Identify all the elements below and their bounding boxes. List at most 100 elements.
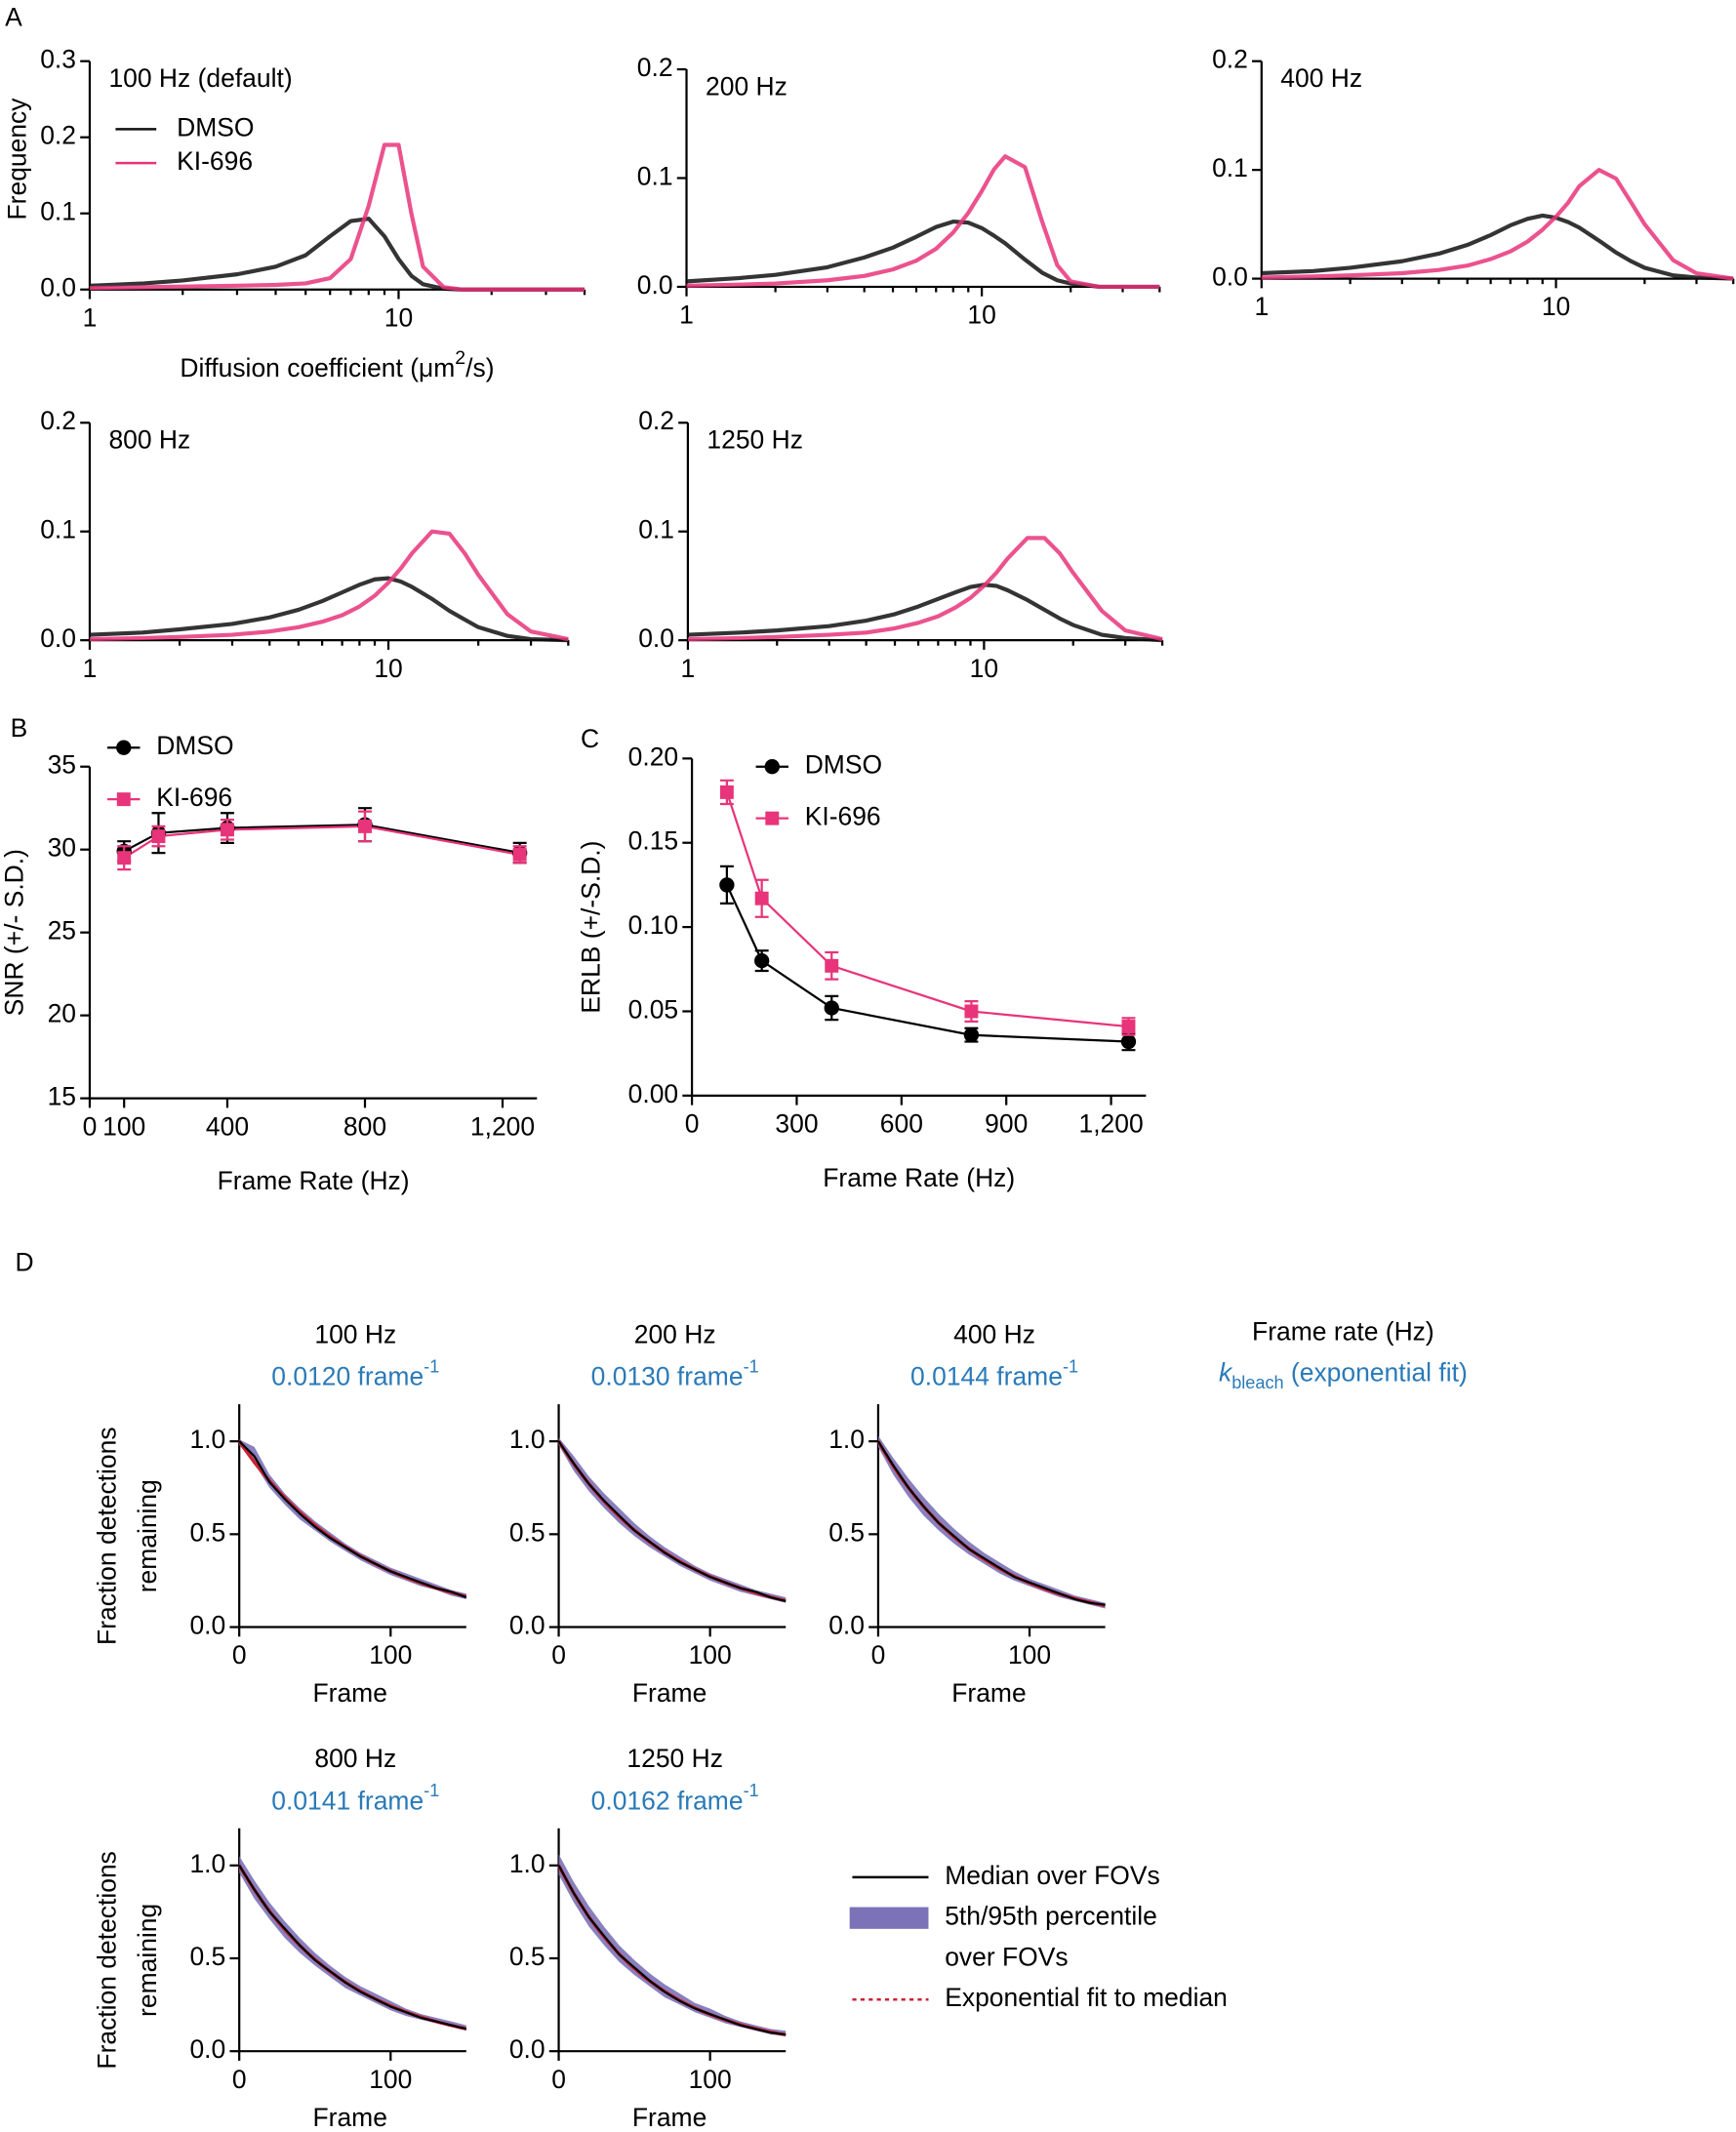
y-tick-label: 0.2 xyxy=(40,406,76,435)
x-tick-label: 10 xyxy=(967,301,995,330)
exponential-fit xyxy=(237,1440,467,1598)
rate-value: 0.0141 frame xyxy=(271,1786,424,1815)
panel-title: 800 Hz xyxy=(314,1744,396,1773)
x-tick-label: 0 xyxy=(685,1108,700,1138)
marker xyxy=(963,1026,980,1043)
series-line xyxy=(89,142,585,292)
x-axis-label: Frame Rate (Hz) xyxy=(218,1166,410,1195)
series-line xyxy=(1261,213,1734,281)
marker xyxy=(719,784,734,799)
median-line xyxy=(876,1440,1106,1606)
y-tick-label: 1.0 xyxy=(509,1849,545,1878)
panel-title: 100 Hz (default) xyxy=(108,63,292,93)
legend-label: DMSO xyxy=(156,731,233,760)
x-tick-label: 10 xyxy=(970,654,998,683)
marker xyxy=(151,829,166,844)
series-line xyxy=(1261,168,1734,281)
percentile-band xyxy=(877,1435,1106,1609)
y-tick-label: 0.00 xyxy=(628,1079,679,1108)
legend-label: KI-696 xyxy=(805,802,881,831)
panel-letter: A xyxy=(5,2,22,31)
x-axis-label: Frame xyxy=(632,1678,707,1708)
rate-sup: -1 xyxy=(744,1781,759,1800)
y-tick-label: 0.15 xyxy=(628,826,679,856)
legend-label: KI-696 xyxy=(177,146,253,176)
panel-title: 100 Hz xyxy=(314,1319,396,1348)
legend-marker xyxy=(116,740,132,755)
y-axis-label: remaining xyxy=(133,1479,162,1592)
y-tick-label: 0.10 xyxy=(628,910,679,940)
rate-label: 0.0130 frame-1 xyxy=(591,1356,759,1390)
y-tick-label: 0.0 xyxy=(509,2034,545,2064)
panel-title: 400 Hz xyxy=(953,1319,1035,1348)
panel: 0.0 0.1 0.2 1 10 800 Hz xyxy=(40,406,570,683)
series-line xyxy=(686,219,1160,290)
x-axis-label: Frame xyxy=(632,2103,707,2132)
marker xyxy=(512,847,527,862)
panel-letter: C xyxy=(581,724,599,753)
y-tick-label: 0.2 xyxy=(637,53,673,82)
exponential-fit xyxy=(237,1864,467,2031)
panel-title: 400 Hz xyxy=(1280,63,1362,93)
x-tick-label: 1 xyxy=(679,301,694,330)
x-tick-label: 100 xyxy=(369,2065,412,2094)
x-tick-label: 1 xyxy=(681,654,696,683)
series-line xyxy=(89,576,569,643)
y-tick-label: 0.0 xyxy=(828,1611,865,1640)
y-tick-label: 0.2 xyxy=(40,121,76,150)
x-tick-label: 0 xyxy=(551,2065,566,2094)
x-axis-label: Frame xyxy=(951,1678,1026,1708)
y-tick-label: 35 xyxy=(48,750,76,780)
y-tick-label: 15 xyxy=(48,1082,76,1111)
y-axis-label: SNR (+/- S.D.) xyxy=(0,849,29,1016)
exponential-fit xyxy=(557,1865,787,2037)
series-line xyxy=(89,529,569,642)
panel: 0.0 0.5 1.0 0 100 100 Hz 0.0120 frame-1 Frame Fr… xyxy=(92,1319,467,1708)
x-tick-label: 300 xyxy=(775,1108,818,1138)
header-text: (exponential fit) xyxy=(1284,1357,1468,1387)
percentile-band xyxy=(558,1854,787,2037)
y-tick-label: 0.0 xyxy=(638,624,674,653)
y-tick-label: 0.05 xyxy=(628,994,679,1024)
x-tick-label: 100 xyxy=(689,1640,732,1669)
panel: 0.0 0.5 1.0 0 100 1250 Hz 0.0162 frame-1 Frame xyxy=(509,1744,787,2132)
x-tick-label: 100 xyxy=(1008,1640,1051,1669)
x-tick-label: 900 xyxy=(985,1108,1028,1138)
y-tick-label: 0.0 xyxy=(189,1611,225,1640)
x-tick-label: 10 xyxy=(1542,292,1570,321)
series-line xyxy=(123,824,520,855)
figure-d-extras: D Frame rate (Hz) kbleach (exponential fit… xyxy=(16,1248,1468,2013)
panel: 0.00 0.05 0.10 0.15 0.20 0 300 600 900 1,200 C DMSO… xyxy=(576,724,1147,1192)
percentile-band xyxy=(239,1439,466,1599)
panel: 15 20 25 30 35 0 100 400 800 1,200 B DMSO KI-696 SNR … xyxy=(0,713,538,1195)
panel: 0.0 0.5 1.0 0 100 200 Hz 0.0130 frame-1 Frame xyxy=(509,1319,787,1708)
y-tick-label: 0.0 xyxy=(509,1611,545,1640)
x-tick-label: 10 xyxy=(374,654,402,683)
panel-title: 200 Hz xyxy=(634,1319,716,1348)
x-tick-label: 1 xyxy=(83,302,98,332)
marker xyxy=(825,958,839,973)
y-axis-label: Fraction detections xyxy=(92,1427,121,1645)
panel-title: 1250 Hz xyxy=(707,425,803,455)
x-axis-label-text: Diffusion coefficient (μm xyxy=(180,353,455,382)
panel-letter: B xyxy=(11,713,28,743)
rate-sup: -1 xyxy=(1063,1356,1078,1376)
x-tick-label: 800 xyxy=(343,1111,386,1141)
y-tick-label: 30 xyxy=(48,833,76,863)
y-axis-label: remaining xyxy=(133,1904,162,2017)
marker xyxy=(221,823,234,837)
y-axis-label: Fraction detections xyxy=(92,1851,121,2070)
x-tick-label: 1,200 xyxy=(470,1111,535,1141)
y-tick-label: 0.1 xyxy=(40,197,76,226)
panel: 0.0 0.5 1.0 0 100 400 Hz 0.0144 frame-1 Frame xyxy=(828,1319,1106,1708)
y-tick-label: 0.5 xyxy=(828,1517,865,1547)
legend-label: Median over FOVs xyxy=(945,1861,1160,1890)
x-tick-label: 1,200 xyxy=(1078,1108,1143,1138)
header-subscript: bleach xyxy=(1231,1373,1283,1392)
legend-label: Exponential fit to median xyxy=(945,1983,1228,2012)
legend-marker xyxy=(764,759,780,775)
legend-marker xyxy=(765,811,780,825)
median-line xyxy=(557,1865,787,2036)
x-tick-label: 1 xyxy=(83,654,98,683)
